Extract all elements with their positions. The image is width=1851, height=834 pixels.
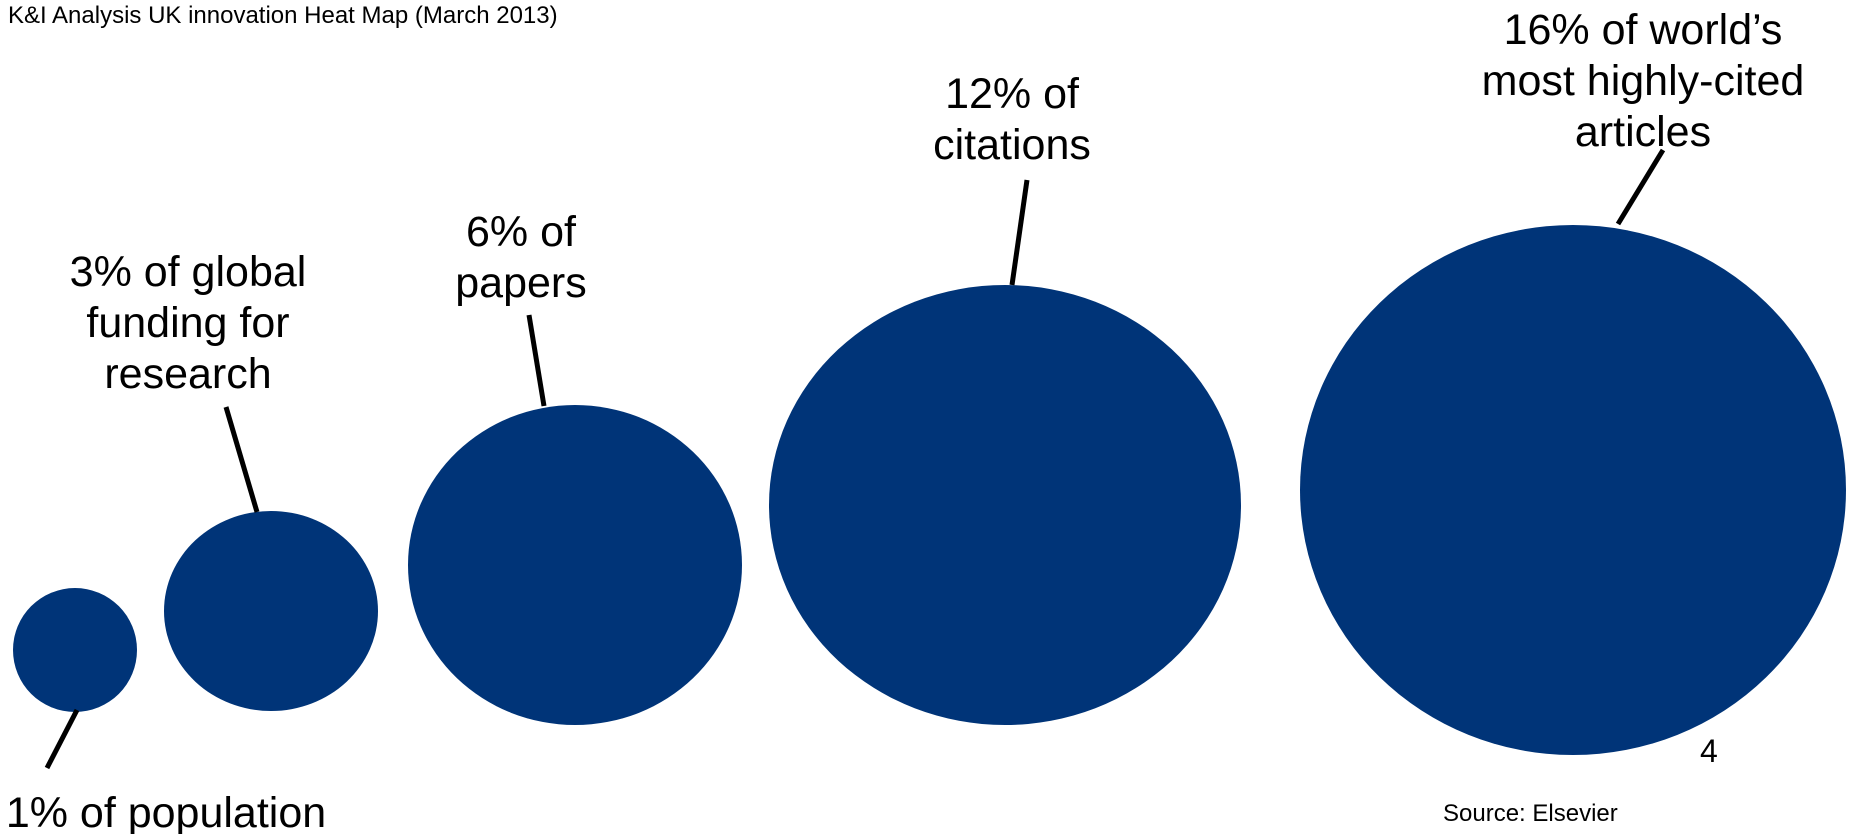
bubble-label-line: research bbox=[104, 350, 271, 398]
bubble-16pct bbox=[1300, 225, 1846, 755]
chart-title: K&I Analysis UK innovation Heat Map (Mar… bbox=[8, 2, 558, 29]
bubble-label-line: most highly-cited bbox=[1482, 57, 1805, 105]
bubble-label-12pct: 12% of citations bbox=[933, 70, 1091, 169]
bubble-label-line: 12% of bbox=[945, 70, 1080, 118]
bubble-3pct bbox=[164, 511, 378, 711]
bubble-label-line: articles bbox=[1575, 108, 1711, 156]
bubble-label-16pct: 16% of world’s most highly-cited articles bbox=[1482, 6, 1805, 156]
leader-line-12pct bbox=[1009, 179, 1030, 286]
leader-line-3pct bbox=[223, 406, 260, 513]
bubble-label-1pct: 1% of population bbox=[6, 789, 326, 834]
bubble-label-line: papers bbox=[455, 259, 586, 307]
bubble-6pct bbox=[408, 405, 742, 725]
bubble-label-line: 6% of bbox=[466, 208, 577, 256]
leader-line-6pct bbox=[526, 314, 547, 407]
bubble-label-line: 3% of global bbox=[70, 248, 307, 296]
bubble-label-line: 16% of world’s bbox=[1504, 6, 1783, 54]
bubble-12pct bbox=[769, 285, 1241, 725]
leader-line-1pct bbox=[44, 708, 80, 770]
bubble-label-6pct: 6% of papers bbox=[455, 208, 586, 307]
bubble-label-line: citations bbox=[933, 121, 1091, 169]
bubble-label-line: 1% of population bbox=[6, 789, 326, 834]
bubble-label-3pct: 3% of global funding for research bbox=[70, 248, 307, 398]
page-number: 4 bbox=[1700, 733, 1718, 769]
bubble-1pct bbox=[13, 588, 137, 712]
bubble-label-line: funding for bbox=[86, 299, 289, 347]
leader-line-16pct bbox=[1615, 148, 1666, 226]
source-note: Source: Elsevier bbox=[1443, 800, 1618, 827]
